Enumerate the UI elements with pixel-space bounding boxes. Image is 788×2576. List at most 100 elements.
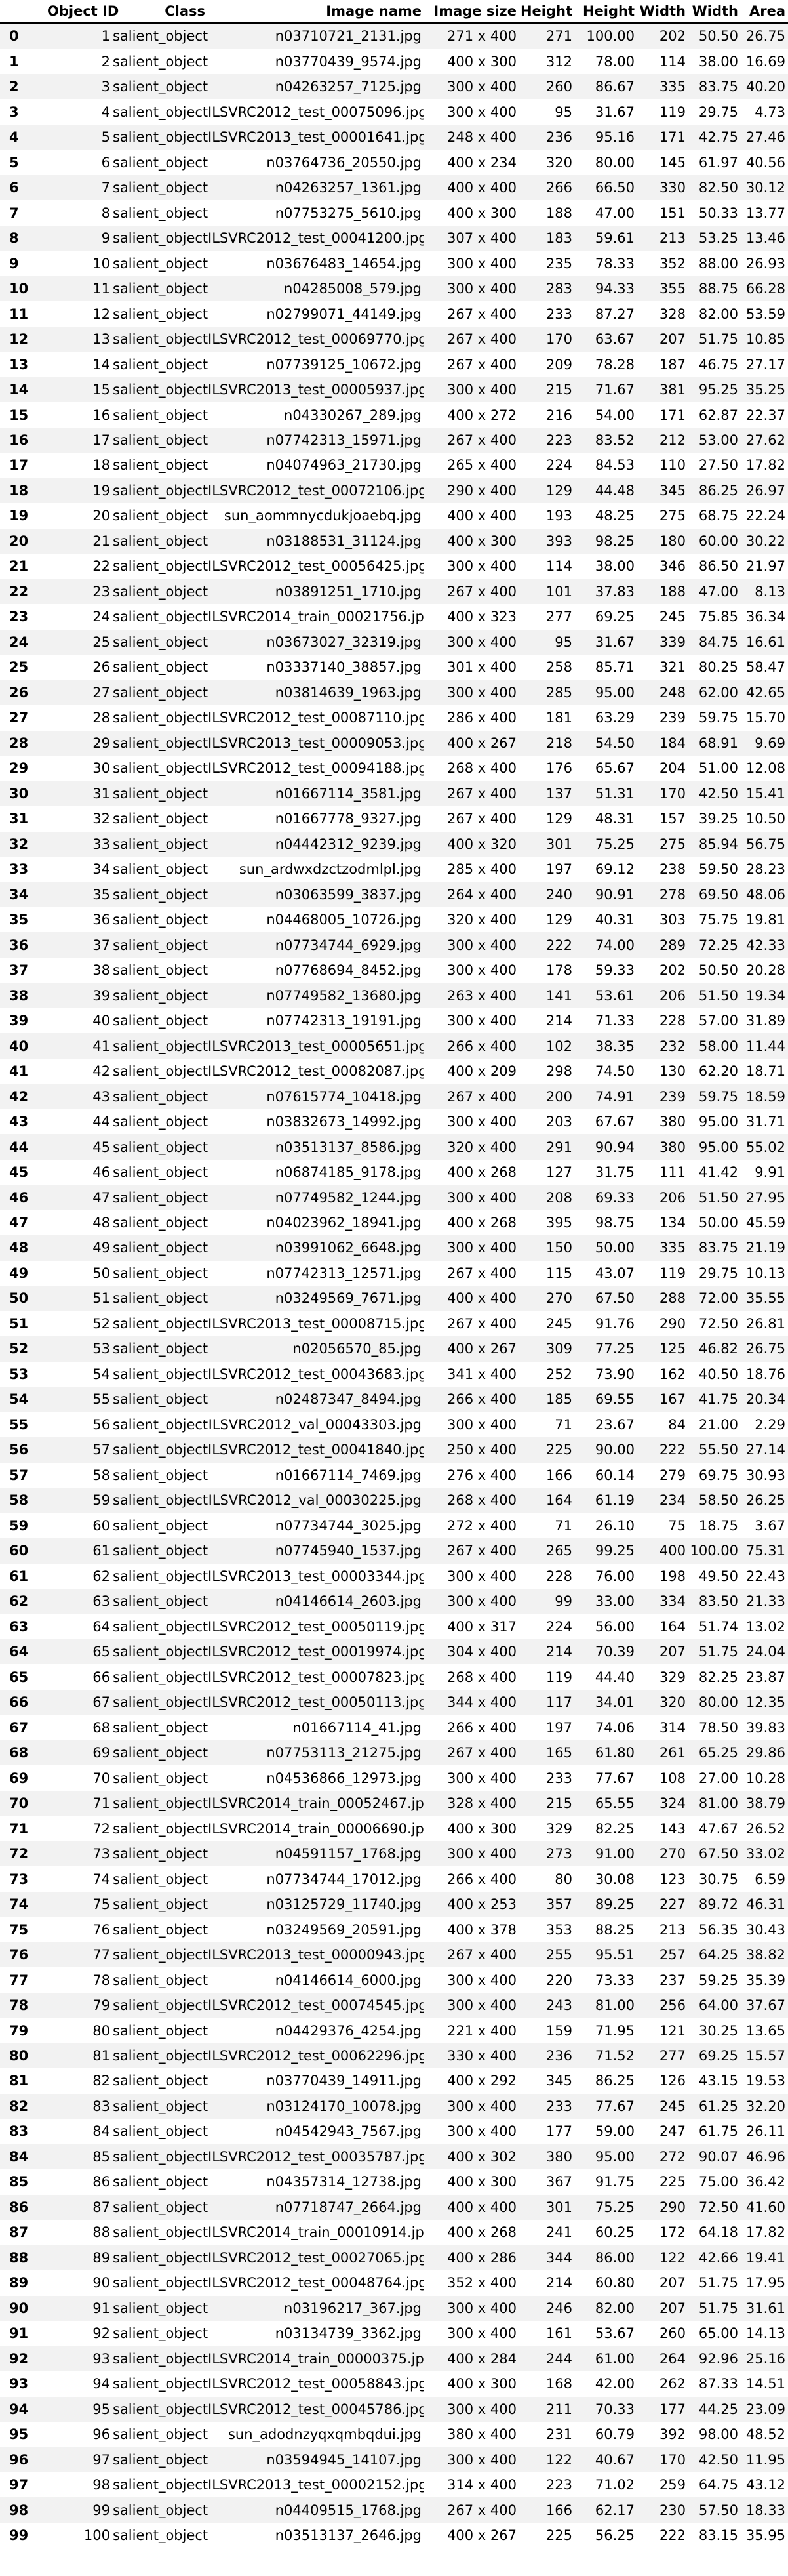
width-pct-cell: 41.42 — [688, 1159, 741, 1185]
width-px-cell: 157 — [637, 806, 688, 832]
height-pct-cell: 74.06 — [575, 1715, 637, 1740]
table-row: 39 40 salient_object n07742313_19191.jpg 300… — [0, 1008, 788, 1034]
height-px-cell: 159 — [519, 2018, 575, 2043]
row-index: 59 — [0, 1513, 47, 1539]
object-id-cell: 59 — [47, 1488, 113, 1513]
height-px-cell: 240 — [519, 882, 575, 907]
height-px-cell: 283 — [519, 276, 575, 302]
image-size-cell: 267 x 400 — [424, 326, 519, 352]
object-id-cell: 79 — [47, 1992, 113, 2018]
object-id-cell: 5 — [47, 124, 113, 150]
height-pct-cell: 65.55 — [575, 1790, 637, 1816]
class-cell: salient_object — [113, 49, 208, 74]
width-px-cell: 164 — [637, 1614, 688, 1639]
object-id-cell: 1 — [47, 23, 113, 49]
image-name-cell: ILSVRC2012_test_00056425.jpg — [208, 554, 424, 579]
table-row: 23 24 salient_object ILSVRC2014_train_00021… — [0, 604, 788, 630]
object-id-cell: 32 — [47, 806, 113, 832]
image-name-cell: sun_adodnzyqxqmbqdui.jpg — [208, 2422, 424, 2447]
image-name-cell: n04468005_10726.jpg — [208, 907, 424, 933]
image-size-cell: 267 x 400 — [424, 806, 519, 832]
height-px-cell: 380 — [519, 2144, 575, 2170]
image-size-cell: 267 x 400 — [424, 1942, 519, 1968]
class-cell: salient_object — [113, 629, 208, 655]
row-index: 30 — [0, 781, 47, 807]
height-px-cell: 119 — [519, 1664, 575, 1690]
image-size-cell: 320 x 400 — [424, 1134, 519, 1160]
height-px-cell: 216 — [519, 402, 575, 428]
width-px-cell: 335 — [637, 1235, 688, 1261]
table-row: 83 84 salient_object n04542943_7567.jpg 300 … — [0, 2119, 788, 2144]
column-header-index — [0, 0, 47, 24]
image-name-cell: n07734744_6929.jpg — [208, 932, 424, 958]
width-pct-cell: 86.25 — [688, 478, 741, 504]
row-index: 75 — [0, 1917, 47, 1942]
area-cell: 26.93 — [741, 251, 788, 276]
object-id-cell: 83 — [47, 2093, 113, 2119]
row-index: 8 — [0, 225, 47, 251]
object-id-cell: 31 — [47, 781, 113, 807]
area-cell: 14.51 — [741, 2371, 788, 2397]
object-id-cell: 48 — [47, 1210, 113, 1236]
class-cell: salient_object — [113, 352, 208, 377]
width-pct-cell: 81.00 — [688, 1790, 741, 1816]
height-px-cell: 265 — [519, 1538, 575, 1564]
row-index: 88 — [0, 2245, 47, 2271]
width-px-cell: 119 — [637, 99, 688, 125]
class-cell: salient_object — [113, 1361, 208, 1387]
width-pct-cell: 72.00 — [688, 1286, 741, 1311]
object-id-cell: 20 — [47, 503, 113, 529]
image-name-cell: ILSVRC2012_test_00082087.jpg — [208, 1058, 424, 1084]
column-header-height-px: Height — [519, 0, 575, 24]
width-px-cell: 278 — [637, 882, 688, 907]
area-cell: 55.02 — [741, 1134, 788, 1160]
row-index: 13 — [0, 352, 47, 377]
class-cell: salient_object — [113, 1689, 208, 1715]
image-size-cell: 400 x 268 — [424, 1210, 519, 1236]
table-row: 34 35 salient_object n03063599_3837.jpg 264 … — [0, 882, 788, 907]
image-name-cell: ILSVRC2013_test_00005937.jpg — [208, 377, 424, 403]
width-pct-cell: 18.75 — [688, 1513, 741, 1539]
width-pct-cell: 50.50 — [688, 23, 741, 49]
object-id-cell: 28 — [47, 705, 113, 731]
width-px-cell: 126 — [637, 2068, 688, 2094]
image-size-cell: 267 x 400 — [424, 781, 519, 807]
image-name-cell: ILSVRC2013_test_00000943.jpg — [208, 1942, 424, 1968]
image-name-cell: n03673027_32319.jpg — [208, 629, 424, 655]
height-pct-cell: 98.75 — [575, 1210, 637, 1236]
object-id-cell: 43 — [47, 1084, 113, 1109]
image-size-cell: 300 x 400 — [424, 73, 519, 100]
row-index: 71 — [0, 1816, 47, 1841]
row-index: 66 — [0, 1689, 47, 1715]
class-cell: salient_object — [113, 655, 208, 680]
height-pct-cell: 71.67 — [575, 377, 637, 403]
height-pct-cell: 71.33 — [575, 1008, 637, 1034]
class-cell: salient_object — [113, 1614, 208, 1639]
object-id-cell: 50 — [47, 1260, 113, 1286]
height-pct-cell: 61.00 — [575, 2346, 637, 2372]
object-id-cell: 8 — [47, 200, 113, 226]
object-id-cell: 39 — [47, 983, 113, 1008]
object-id-cell: 61 — [47, 1538, 113, 1564]
class-cell: salient_object — [113, 2447, 208, 2472]
image-size-cell: 300 x 400 — [424, 1008, 519, 1034]
height-pct-cell: 63.67 — [575, 326, 637, 352]
area-cell: 48.52 — [741, 2422, 788, 2447]
height-px-cell: 225 — [519, 1437, 575, 1463]
width-px-cell: 143 — [637, 1816, 688, 1841]
object-id-cell: 78 — [47, 1967, 113, 1993]
height-pct-cell: 60.79 — [575, 2422, 637, 2447]
row-index: 82 — [0, 2093, 47, 2119]
area-cell: 22.24 — [741, 503, 788, 529]
area-cell: 38.79 — [741, 1790, 788, 1816]
height-pct-cell: 76.00 — [575, 1563, 637, 1589]
area-cell: 12.08 — [741, 756, 788, 781]
area-cell: 28.23 — [741, 856, 788, 882]
height-pct-cell: 40.31 — [575, 907, 637, 933]
row-index: 45 — [0, 1159, 47, 1185]
width-pct-cell: 69.75 — [688, 1462, 741, 1488]
row-index: 93 — [0, 2371, 47, 2397]
row-index: 96 — [0, 2447, 47, 2472]
width-pct-cell: 83.75 — [688, 73, 741, 100]
object-id-cell: 81 — [47, 2043, 113, 2069]
